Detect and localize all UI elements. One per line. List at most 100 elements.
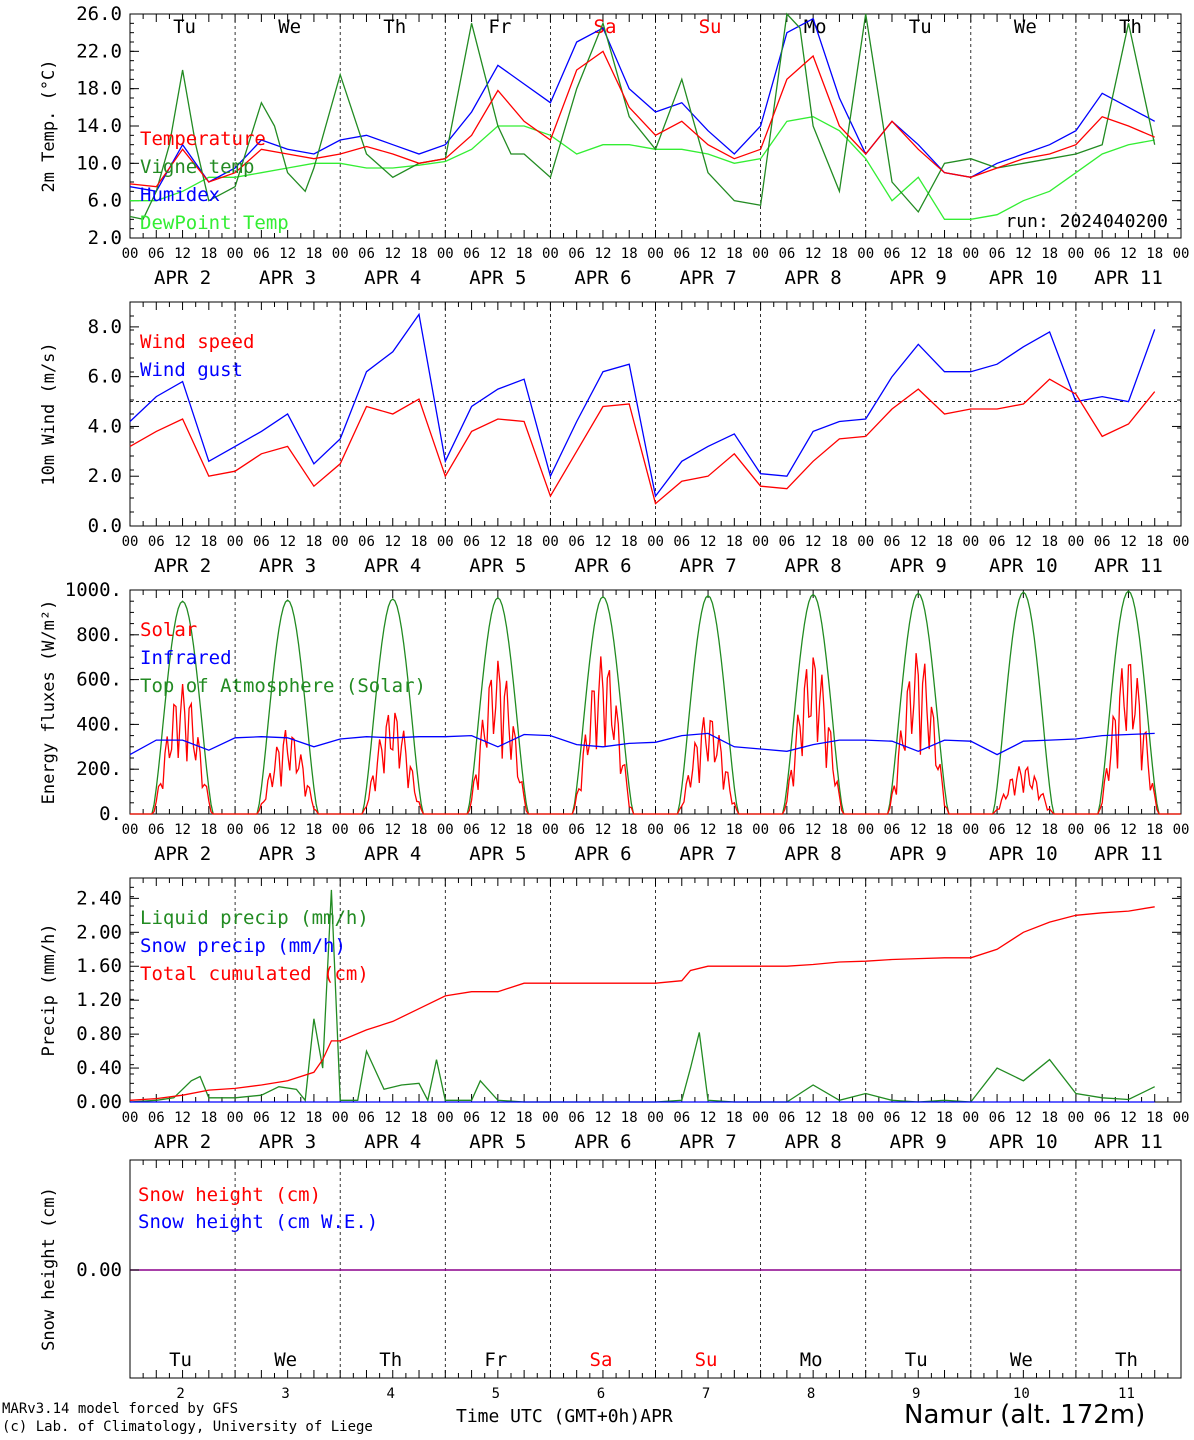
x-hour-label: 18	[305, 246, 322, 262]
legend-energy-entry: Infrared	[140, 647, 232, 669]
x-date-label: APR 10	[989, 843, 1058, 865]
x-hour-label: 18	[1146, 246, 1163, 262]
x-hour-label: 06	[463, 534, 480, 550]
day-name: Tu	[905, 1349, 928, 1371]
x-hour-label: 18	[1041, 246, 1058, 262]
x-hour-label: 12	[1120, 822, 1137, 838]
x-hour-label: 06	[148, 822, 165, 838]
x-hour-label: 18	[305, 1110, 322, 1126]
x-date-label: APR 11	[1094, 1131, 1163, 1153]
energy-frame	[129, 589, 1182, 815]
x-hour-label: 18	[516, 534, 533, 550]
x-hour-label: 00	[227, 822, 244, 838]
x-date-label: APR 6	[574, 843, 631, 865]
x-hour-label: 18	[831, 1110, 848, 1126]
x-hour-label: 06	[463, 1110, 480, 1126]
x-hour-label: 12	[700, 534, 717, 550]
x-hour-label: 12	[1120, 534, 1137, 550]
x-hour-label: 18	[831, 534, 848, 550]
x-hour-label: 06	[253, 246, 270, 262]
x-hour-label: 00	[962, 822, 979, 838]
x-hour-label: 00	[752, 534, 769, 550]
x-hour-label: 12	[805, 246, 822, 262]
x-hour-label: 00	[227, 246, 244, 262]
x-hour-label: 18	[516, 822, 533, 838]
x-date-label: APR 9	[890, 267, 947, 289]
x-hour-label: 00	[437, 246, 454, 262]
day-number: 11	[1118, 1386, 1135, 1402]
x-hour-label: 12	[384, 822, 401, 838]
x-hour-label: 00	[857, 534, 874, 550]
y-tick-label: 2.0	[88, 465, 122, 487]
energy-panel: 0. 200. 400. 600. 800. 1000. Energy fluxes (W/…	[39, 579, 1189, 865]
day-number: 9	[912, 1386, 920, 1402]
x-hour-label: 06	[568, 534, 585, 550]
x-hour-label: 06	[148, 534, 165, 550]
x-date-label: APR 11	[1094, 555, 1163, 577]
x-hour-label: 12	[805, 534, 822, 550]
x-hour-label: 18	[411, 822, 428, 838]
x-hour-label: 06	[778, 246, 795, 262]
day-name: Sa	[594, 16, 617, 38]
y-tick-label: 4.0	[88, 415, 122, 437]
x-hour-label: 06	[253, 1110, 270, 1126]
x-date-label: APR 5	[469, 555, 526, 577]
y-tick-label: 26.0	[76, 3, 122, 25]
y-tick-label: 1.20	[76, 989, 122, 1011]
x-hour-label: 00	[647, 246, 664, 262]
y-tick-label: 2.00	[76, 921, 122, 943]
x-hour-label: 12	[700, 822, 717, 838]
x-hour-label: 00	[962, 1110, 979, 1126]
x-hour-label: 12	[595, 822, 612, 838]
x-date-label: APR 7	[679, 1131, 736, 1153]
footer-credits: MARv3.14 model forced by GFS (c) Lab. of…	[2, 1400, 373, 1436]
x-hour-label: 06	[358, 1110, 375, 1126]
x-date-label: APR 2	[154, 1131, 211, 1153]
y-tick-label: 8.0	[88, 316, 122, 338]
x-hour-label: 00	[542, 822, 559, 838]
x-hour-label: 12	[384, 534, 401, 550]
x-hour-label: 00	[332, 822, 349, 838]
x-hour-label: 18	[621, 822, 638, 838]
x-hour-label: 18	[1146, 822, 1163, 838]
model-line: MARv3.14 model forced by GFS	[2, 1401, 239, 1417]
x-hour-label: 12	[174, 822, 191, 838]
x-date-label: APR 10	[989, 267, 1058, 289]
x-hour-label: 06	[568, 246, 585, 262]
temp-ylabel: 2m Temp. (°C)	[39, 59, 59, 192]
x-hour-label: 00	[332, 534, 349, 550]
x-date-label: APR 9	[890, 843, 947, 865]
x-hour-label: 06	[253, 534, 270, 550]
day-name: Tu	[909, 16, 932, 38]
temp-series-line	[130, 116, 1155, 220]
x-hour-label: 18	[831, 822, 848, 838]
x-hour-label: 12	[910, 822, 927, 838]
y-tick-label: 0.	[99, 803, 122, 825]
x-hour-label: 12	[489, 246, 506, 262]
x-hour-label: 00	[122, 246, 139, 262]
y-tick-label: 200.	[76, 758, 122, 780]
day-name: We	[274, 1349, 297, 1371]
x-hour-label: 12	[279, 534, 296, 550]
station-label: Namur (alt. 172m)	[904, 1400, 1146, 1430]
y-tick-label: 2.0	[88, 227, 122, 249]
time-axis-text: Time UTC (GMT+0h)	[456, 1406, 641, 1427]
legend-temp-entry: Vigne temp	[140, 156, 254, 178]
day-name: Tu	[169, 1349, 192, 1371]
x-hour-label: 00	[332, 1110, 349, 1126]
wind-ylabel: 10m Wind (m/s)	[39, 342, 59, 485]
x-hour-label: 00	[227, 534, 244, 550]
x-hour-label: 12	[1015, 534, 1032, 550]
x-hour-label: 00	[542, 246, 559, 262]
x-hour-label: 00	[122, 822, 139, 838]
legend-wind-entry: Wind gust	[140, 359, 243, 381]
x-hour-label: 12	[279, 246, 296, 262]
x-hour-label: 00	[437, 822, 454, 838]
x-hour-label: 00	[962, 534, 979, 550]
x-hour-label: 12	[1015, 822, 1032, 838]
y-tick-label: 22.0	[76, 40, 122, 62]
x-date-label: APR 3	[259, 267, 316, 289]
x-date-label: APR 5	[469, 843, 526, 865]
y-tick-label: 2.40	[76, 887, 122, 909]
day-name: We	[278, 16, 301, 38]
